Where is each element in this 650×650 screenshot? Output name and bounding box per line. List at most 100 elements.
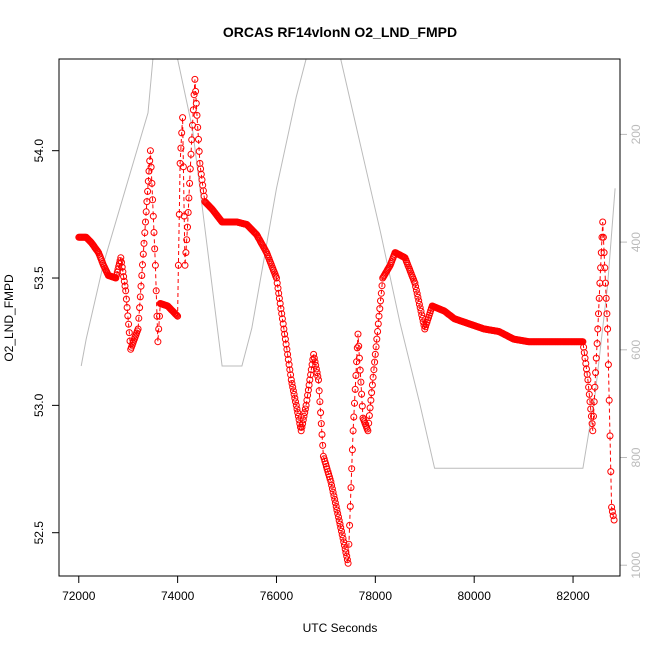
- data-point: [374, 320, 382, 328]
- data-point: [139, 261, 146, 269]
- data-point: [346, 503, 354, 510]
- data-point: [310, 354, 318, 362]
- data-point: [370, 366, 378, 374]
- data-point: [189, 106, 197, 114]
- y-tick-label: 52.5: [32, 521, 46, 545]
- data-point: [289, 383, 297, 391]
- data-point: [123, 304, 131, 311]
- data-point: [279, 320, 287, 328]
- data-point: [369, 373, 377, 381]
- data-point: [116, 257, 124, 265]
- data-point: [343, 556, 351, 564]
- secondary-series-line: [80, 58, 616, 469]
- data-point: [299, 420, 307, 428]
- data-point: [352, 372, 360, 379]
- data-point: [599, 218, 607, 226]
- data-point: [610, 516, 618, 524]
- data-point: [185, 194, 193, 202]
- data-point: [150, 229, 158, 236]
- data-point: [377, 289, 385, 297]
- data-point: [580, 343, 588, 351]
- data-point: [338, 527, 345, 535]
- data-point: [350, 413, 358, 421]
- data-point: [351, 385, 359, 393]
- y-tick-label: 54.0: [32, 139, 46, 163]
- data-point: [355, 342, 363, 350]
- x-tick-label: 82000: [556, 589, 590, 603]
- data-point: [592, 369, 600, 377]
- data-point: [187, 150, 195, 158]
- data-point: [342, 549, 350, 557]
- data-point: [365, 412, 373, 420]
- data-point: [151, 245, 159, 253]
- data-point: [376, 305, 384, 313]
- data-point: [371, 358, 379, 366]
- data-point: [591, 383, 599, 391]
- data-point: [289, 387, 297, 395]
- data-point: [588, 420, 596, 428]
- data-point: [278, 315, 286, 323]
- data-point: [341, 545, 349, 553]
- data-point: [149, 196, 157, 204]
- data-point: [136, 304, 144, 312]
- data-point: [583, 365, 590, 373]
- data-point: [330, 492, 338, 500]
- data-point: [144, 187, 152, 195]
- data-point: [200, 192, 208, 200]
- data-point: [309, 356, 317, 363]
- data-point: [329, 488, 337, 496]
- data-point: [604, 325, 612, 333]
- data-point: [373, 335, 381, 343]
- data-point: [121, 282, 129, 290]
- data-point: [296, 420, 304, 428]
- data-point: [343, 552, 351, 560]
- data-point: [332, 503, 340, 510]
- data-point: [295, 416, 303, 424]
- data-point: [608, 503, 616, 511]
- data-point: [310, 350, 318, 358]
- data-point: [354, 330, 362, 338]
- data-point: [153, 312, 161, 320]
- data-point: [154, 338, 162, 346]
- data-point: [141, 229, 149, 237]
- data-point: [290, 390, 298, 398]
- data-point: [581, 354, 589, 362]
- data-point: [415, 300, 423, 308]
- data-point: [348, 446, 356, 454]
- data-point: [602, 279, 609, 287]
- data-point: [179, 114, 187, 122]
- data-point: [319, 441, 327, 449]
- data-point: [281, 330, 289, 338]
- data-point: [366, 404, 374, 412]
- data-point: [292, 401, 300, 409]
- data-point: [278, 310, 286, 318]
- data-point: [415, 297, 423, 305]
- data-point: [338, 531, 346, 539]
- y-tick-label: 53.5: [32, 266, 46, 290]
- data-point: [303, 396, 311, 404]
- data-point: [149, 212, 157, 220]
- data-point: [125, 329, 133, 337]
- data-point: [188, 136, 196, 144]
- data-point: [197, 165, 205, 173]
- data-point: [595, 310, 602, 318]
- data-point: [589, 427, 597, 435]
- data-point: [317, 409, 325, 417]
- data-point: [334, 510, 342, 517]
- data-point: [344, 559, 352, 567]
- data-point: [304, 386, 312, 394]
- data-point: [600, 249, 608, 257]
- data-point: [413, 290, 421, 298]
- data-point: [594, 325, 602, 333]
- data-point: [606, 432, 614, 440]
- data-point: [345, 540, 353, 548]
- data-point: [311, 358, 319, 366]
- data-point: [156, 312, 163, 320]
- data-point: [118, 263, 126, 271]
- data-point: [183, 236, 191, 244]
- data-point: [609, 512, 617, 520]
- data-point: [599, 233, 607, 241]
- data-point: [273, 274, 280, 282]
- data-point: [335, 513, 342, 521]
- data-point: [418, 311, 426, 319]
